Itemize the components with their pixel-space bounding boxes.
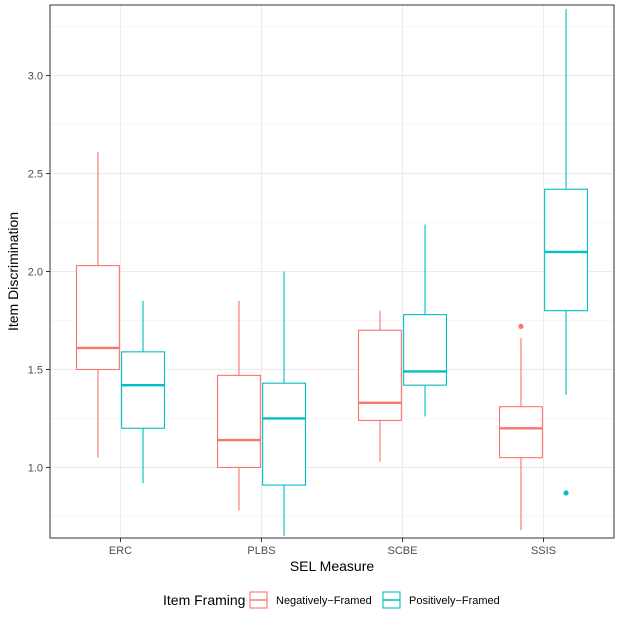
iqr-box [216,374,261,469]
iqr-box [75,265,120,371]
iqr-box [544,188,589,312]
y-tick-label: 2.0 [28,267,43,279]
y-axis-title: Item Discrimination [5,212,21,331]
box-layer [75,8,589,537]
outlier-point [518,323,524,329]
iqr-box [498,406,543,459]
outlier-point [563,490,569,496]
legend-item-label: Positively−Framed [409,595,500,607]
x-axis-title: SEL Measure [290,558,375,574]
boxplot-ssis-negative [498,323,543,531]
y-tick-label: 1.5 [28,364,43,376]
boxplot-erc-positive [121,300,166,484]
y-tick-label: 2.5 [28,169,43,181]
iqr-box [121,351,166,429]
boxplot-ssis-positive [544,8,589,496]
boxplot-plbs-negative [216,300,261,511]
y-tick-label: 1.0 [28,462,43,474]
x-tick-label: PLBS [247,545,275,557]
boxplot-scbe-negative [357,310,402,462]
iqr-box [403,314,448,386]
iqr-box [262,382,307,486]
x-tick-label: SCBE [388,545,418,557]
legend: Item Framing Negatively−Framed Positively… [163,591,500,609]
x-tick-label: SSIS [531,545,556,557]
x-tick-label: ERC [109,545,132,557]
boxplot-plbs-positive [262,271,307,537]
iqr-box [357,329,402,421]
legend-item-negative: Negatively−Framed [249,591,372,609]
axis-layer: 1.0 1.5 2.0 2.5 3.0 ERC PLBS SCBE SSIS [28,71,556,557]
legend-item-positive: Positively−Framed [382,591,500,609]
legend-title: Item Framing [163,592,245,608]
y-tick-label: 3.0 [28,71,43,83]
boxplot-scbe-positive [403,224,448,417]
boxplot-erc-negative [75,151,120,458]
legend-item-label: Negatively−Framed [276,595,372,607]
